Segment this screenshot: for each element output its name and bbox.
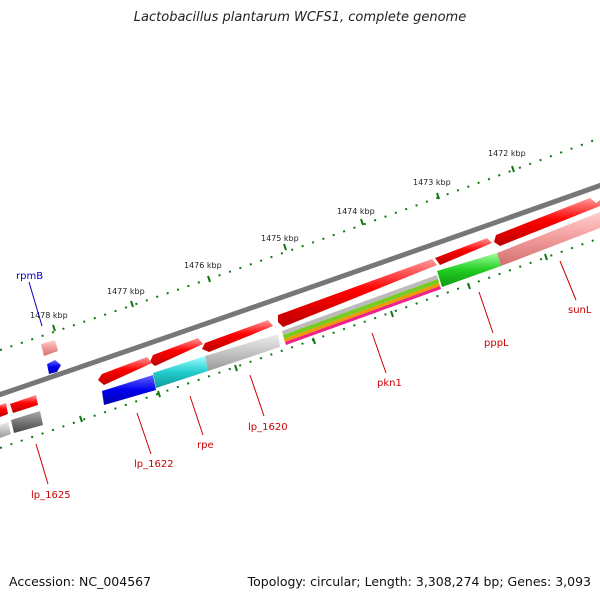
- major-tick: [283, 243, 287, 251]
- leader-pkn1: [371, 332, 387, 374]
- gene-label-pppL[interactable]: pppL: [484, 338, 509, 349]
- tick-label-1478: 1478 kbp: [30, 311, 68, 320]
- inner-major-tick: [79, 415, 83, 423]
- major-tick: [436, 192, 440, 200]
- outer-tick-ring: [0, 137, 600, 351]
- gene-label-pkn1[interactable]: pkn1: [377, 378, 402, 389]
- inner-major-tick: [467, 282, 471, 290]
- forward-strand-genes: [0, 198, 600, 417]
- feature-band: [0, 212, 600, 438]
- feature-rpmB-pink[interactable]: [41, 340, 58, 356]
- gene-label-rpmB[interactable]: rpmB: [16, 271, 43, 282]
- gene-leader-lines: [35, 260, 577, 485]
- feature-rpmB-group: [28, 281, 61, 374]
- inner-major-tick: [312, 337, 316, 345]
- feature-lp_1625-gray[interactable]: [0, 422, 11, 438]
- gene-arrow[interactable]: [494, 198, 600, 246]
- major-tick: [511, 165, 515, 173]
- inner-tick-dots: [0, 237, 600, 449]
- inner-tick-ring: [0, 237, 600, 449]
- feature-rpe[interactable]: [153, 356, 208, 388]
- gene-arrow[interactable]: [98, 357, 152, 385]
- gene-arrow[interactable]: [10, 395, 38, 413]
- leader-lp_1625: [35, 443, 49, 485]
- genome-backbone: [0, 182, 600, 398]
- gene-label-lp_1620[interactable]: lp_1620: [248, 422, 288, 433]
- tick-label-1473: 1473 kbp: [413, 178, 451, 187]
- gene-arrow[interactable]: [202, 320, 273, 352]
- gene-label-rpe[interactable]: rpe: [197, 440, 214, 451]
- leader-lp_1622: [136, 412, 152, 455]
- major-tick: [360, 218, 364, 226]
- leader-lp_1620: [249, 374, 265, 417]
- tick-label-1474: 1474 kbp: [337, 207, 375, 216]
- gene-label-lp_1625[interactable]: lp_1625: [31, 490, 71, 501]
- tick-label-1475: 1475 kbp: [261, 234, 299, 243]
- gene-arrow[interactable]: [278, 259, 437, 327]
- leader-sunL: [559, 260, 577, 301]
- gene-label-lp_1622[interactable]: lp_1622: [134, 459, 174, 470]
- gene-arrow[interactable]: [0, 403, 8, 417]
- major-tick: [130, 300, 134, 308]
- feature-pkn1-green[interactable]: [283, 279, 439, 339]
- leader-rpe: [189, 395, 204, 436]
- feature-rpmB-blue[interactable]: [47, 360, 61, 374]
- tick-label-1476: 1476 kbp: [184, 261, 222, 270]
- feature-pppL[interactable]: [437, 253, 501, 287]
- leader-pppL: [478, 291, 494, 334]
- feature-lp_1625[interactable]: [11, 411, 43, 433]
- tick-label-1477: 1477 kbp: [107, 287, 145, 296]
- accession-text: Accession: NC_004567: [9, 574, 152, 589]
- feature-pkn1-magenta[interactable]: [285, 286, 441, 345]
- gene-arrow[interactable]: [435, 238, 492, 265]
- inner-major-tick: [544, 253, 548, 261]
- gene-label-sunL[interactable]: sunL: [568, 305, 592, 316]
- major-tick: [52, 324, 56, 332]
- topology-text: Topology: circular; Length: 3,308,274 bp…: [247, 574, 591, 589]
- feature-lp_1622[interactable]: [102, 375, 156, 405]
- map-title: Lactobacillus plantarum WCFS1, complete …: [133, 10, 467, 25]
- inner-major-tick: [157, 390, 161, 398]
- feature-sunL[interactable]: [497, 212, 600, 266]
- outer-tick-dots: [0, 137, 600, 351]
- inner-major-tick: [390, 310, 394, 318]
- gene-arrow[interactable]: [150, 338, 203, 366]
- tick-label-1472: 1472 kbp: [488, 149, 526, 158]
- leader-rpmB: [28, 281, 43, 327]
- major-tick: [207, 275, 211, 283]
- feature-lp_1620[interactable]: [205, 334, 280, 371]
- feature-pkn1-gray[interactable]: [282, 275, 438, 335]
- inner-major-tick: [234, 364, 238, 372]
- feature-pkn1-orange[interactable]: [284, 283, 440, 342]
